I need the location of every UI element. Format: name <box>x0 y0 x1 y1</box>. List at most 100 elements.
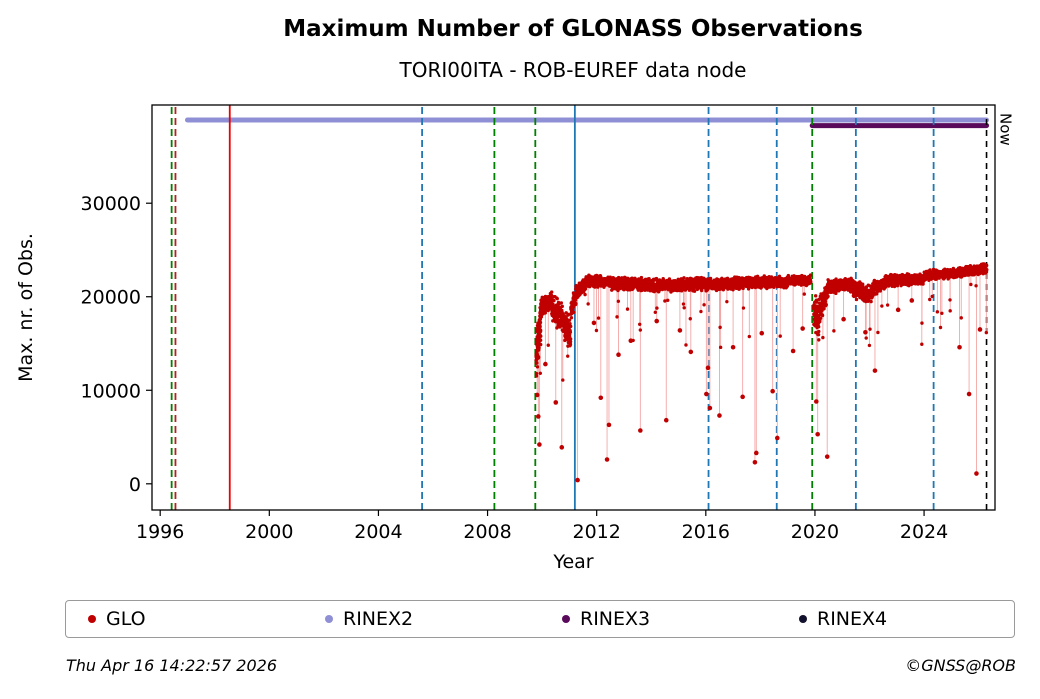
x-tick-label: 2012 <box>573 521 621 543</box>
glo-point <box>534 371 539 376</box>
y-axis-label: Max. nr. of Obs. <box>15 233 37 382</box>
glo-point <box>559 301 564 305</box>
glo-outlier-point <box>895 307 901 313</box>
glo-point <box>818 316 823 320</box>
glo-outlier-point <box>677 328 683 333</box>
glo-outlier-point <box>598 395 604 401</box>
glo-point <box>663 299 667 303</box>
glo-point <box>935 310 940 314</box>
glo-point <box>638 328 643 332</box>
glo-point <box>667 277 672 281</box>
glo-outlier-point <box>814 399 819 404</box>
legend-item-rinex3: RINEX3 <box>540 608 777 630</box>
glo-point <box>688 317 692 321</box>
x-tick-label: 2020 <box>791 521 839 543</box>
glo-point <box>538 371 543 375</box>
glo-point <box>747 334 752 339</box>
glo-point <box>569 316 574 320</box>
glo-point <box>655 306 659 310</box>
legend-label: RINEX3 <box>580 608 651 630</box>
glo-outlier-point <box>863 329 868 335</box>
legend-item-rinex4: RINEX4 <box>777 608 1014 630</box>
glo-point <box>537 346 541 350</box>
glo-point <box>572 310 576 315</box>
glo-point <box>615 315 619 319</box>
glo-point <box>920 342 924 346</box>
legend-label: RINEX4 <box>817 608 888 630</box>
glo-point <box>702 303 706 307</box>
glo-point <box>885 303 890 307</box>
glo-point <box>566 354 570 358</box>
glo-point <box>682 306 686 310</box>
glo-outlier-point <box>740 394 745 400</box>
glo-point <box>921 282 925 286</box>
glo-outlier-point <box>977 327 983 332</box>
legend-item-glo: GLO <box>66 608 303 630</box>
glo-point <box>832 329 836 333</box>
glo-point <box>666 298 670 303</box>
glo-point <box>538 338 543 342</box>
glo-outlier-point <box>707 405 713 411</box>
glo-point <box>864 336 868 340</box>
glo-point <box>938 325 943 330</box>
glo-point <box>985 268 989 272</box>
glo-point <box>741 306 746 310</box>
glo-point <box>809 280 813 284</box>
glo-outlier-point <box>730 344 736 350</box>
glo-outlier-point <box>559 445 565 450</box>
glo-point <box>681 302 686 306</box>
glo-outlier-point <box>663 417 669 423</box>
glo-outlier-point <box>800 326 805 331</box>
glo-point <box>940 311 944 315</box>
x-tick-label: 2016 <box>682 521 730 543</box>
glo-outlier-point <box>688 349 694 355</box>
glo-point <box>928 297 932 302</box>
glo-point <box>813 294 818 298</box>
x-tick-label: 2008 <box>463 521 511 543</box>
glo-point <box>823 299 828 303</box>
glo-point <box>868 327 872 331</box>
glo-point <box>567 318 572 322</box>
glo-point <box>653 310 657 315</box>
glo-point <box>969 282 973 287</box>
glo-point <box>555 296 559 301</box>
glo-point <box>566 313 570 317</box>
y-tick-label: 20000 <box>81 287 141 309</box>
y-tick-label: 30000 <box>81 193 141 215</box>
legend-marker-rinex4-icon <box>799 615 807 623</box>
glo-point <box>565 317 569 321</box>
glo-point <box>699 309 703 314</box>
glo-point <box>984 263 989 268</box>
glo-point <box>638 322 642 326</box>
glo-outlier-point <box>628 338 634 344</box>
glo-outlier-point <box>824 454 830 459</box>
glo-point <box>892 284 897 289</box>
glo-point <box>869 299 873 304</box>
glo-point <box>551 319 555 323</box>
glo-point <box>616 299 621 304</box>
glo-point <box>948 298 952 302</box>
y-axis: 0 10000 20000 30000 <box>81 193 152 496</box>
legend-label: RINEX2 <box>343 608 414 630</box>
glo-outlier-point <box>966 391 972 397</box>
plot-timestamp: Thu Apr 16 14:22:57 2026 <box>66 656 278 675</box>
glo-outlier-point <box>774 435 780 441</box>
glo-point <box>535 361 539 365</box>
credit-text: ©GNSS@ROB <box>905 656 1016 675</box>
x-tick-label: 1996 <box>136 521 184 543</box>
glo-outlier-point <box>606 422 612 428</box>
glo-point <box>821 335 825 340</box>
glo-point <box>593 285 597 289</box>
glo-point <box>867 343 872 348</box>
legend: GLO RINEX2 RINEX3 RINEX4 <box>65 600 1015 638</box>
glo-outlier-point <box>909 298 915 303</box>
outlier-stems <box>536 271 987 481</box>
glo-point <box>815 300 819 304</box>
glo-outlier-point <box>536 414 541 419</box>
glo-point <box>868 284 872 288</box>
glo-point <box>808 273 813 277</box>
glo-point <box>568 339 573 344</box>
glo-point <box>555 326 559 330</box>
glo-point <box>560 304 564 309</box>
glo-outlier-point <box>815 431 820 437</box>
